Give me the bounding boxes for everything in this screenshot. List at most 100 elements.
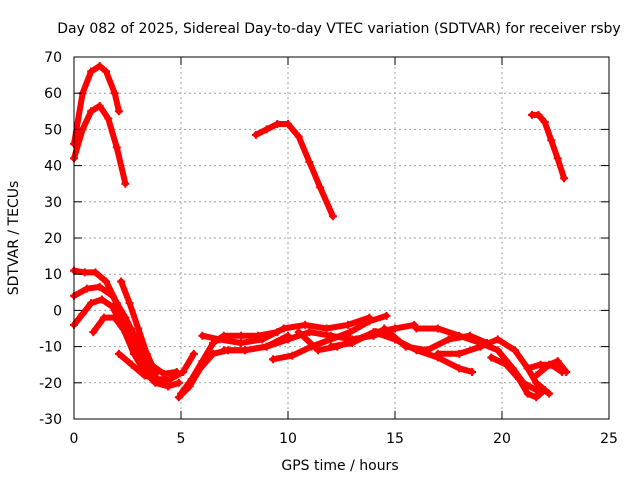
- data-point: [185, 382, 194, 391]
- data-point: [532, 393, 541, 402]
- data-point: [468, 367, 477, 376]
- data-point: [89, 328, 98, 337]
- data-point: [326, 342, 335, 351]
- data-point: [326, 335, 335, 344]
- data-point: [114, 349, 123, 358]
- data-point: [545, 360, 554, 369]
- data-point: [547, 136, 556, 145]
- y-tick-label: -20: [39, 376, 62, 392]
- data-point: [121, 179, 130, 188]
- data-point: [174, 393, 183, 402]
- data-point: [102, 67, 111, 76]
- y-tick-label: 50: [44, 122, 62, 138]
- data-point: [196, 364, 205, 373]
- data-point: [493, 335, 502, 344]
- data-point: [82, 284, 91, 293]
- data-point: [121, 313, 130, 322]
- data-point: [523, 389, 532, 398]
- data-point: [553, 357, 562, 366]
- y-tick-label: -10: [39, 340, 62, 356]
- data-point: [95, 282, 104, 291]
- x-tick-label: 0: [70, 431, 79, 447]
- data-point: [487, 353, 496, 362]
- data-point: [134, 324, 143, 333]
- data-point: [262, 342, 271, 351]
- data-point: [104, 114, 113, 123]
- y-axis-label: SDTVAR / TECUs: [6, 181, 22, 296]
- y-tick-label: 20: [44, 231, 62, 247]
- data-point: [198, 331, 207, 340]
- data-point: [151, 367, 160, 376]
- data-point: [269, 355, 278, 364]
- data-point: [164, 382, 173, 391]
- data-point: [108, 291, 117, 300]
- data-point: [433, 324, 442, 333]
- y-tick-label: 0: [53, 303, 62, 319]
- data-point: [110, 313, 119, 322]
- data-point: [305, 328, 314, 337]
- data-point: [251, 130, 260, 139]
- data-point: [108, 302, 117, 311]
- data-point: [316, 183, 325, 192]
- data-point: [412, 324, 421, 333]
- series-arc-1: [70, 62, 123, 148]
- data-point: [87, 299, 96, 308]
- series-arc-23: [532, 357, 571, 380]
- chart-title: Day 082 of 2025, Sidereal Day-to-day VTE…: [57, 21, 620, 37]
- data-point: [142, 364, 151, 373]
- data-point: [166, 375, 175, 384]
- data-point: [540, 118, 549, 127]
- data-point: [328, 212, 337, 221]
- data-point: [236, 331, 245, 340]
- data-point: [125, 299, 134, 308]
- series-line: [252, 121, 336, 220]
- x-tick-label: 5: [177, 431, 186, 447]
- data-point: [87, 67, 96, 76]
- data-point: [121, 328, 130, 337]
- data-point: [562, 367, 571, 376]
- data-point: [433, 349, 442, 358]
- data-point: [241, 346, 250, 355]
- data-point: [455, 364, 464, 373]
- data-point: [553, 154, 562, 163]
- x-tick-label: 25: [600, 431, 618, 447]
- data-point: [455, 331, 464, 340]
- data-point: [510, 346, 519, 355]
- data-point: [534, 110, 543, 119]
- grid: [74, 57, 609, 419]
- data-point: [502, 360, 511, 369]
- y-tick-label: -30: [39, 412, 62, 428]
- data-point: [189, 349, 198, 358]
- data-point: [343, 320, 352, 329]
- data-point: [236, 338, 245, 347]
- data-point: [284, 119, 292, 128]
- data-point: [219, 346, 228, 355]
- data-point: [540, 386, 549, 395]
- data-point: [95, 62, 104, 71]
- data-point: [117, 277, 126, 286]
- data-point: [153, 375, 162, 384]
- x-tick-label: 15: [386, 431, 404, 447]
- data-point: [391, 324, 399, 333]
- data-point: [545, 389, 554, 398]
- series-line: [529, 111, 568, 182]
- data-point: [305, 157, 314, 166]
- data-point: [423, 346, 432, 355]
- data-point: [132, 346, 141, 355]
- x-tick-label: 10: [279, 431, 297, 447]
- data-point: [140, 371, 149, 380]
- data-point: [112, 143, 121, 152]
- axes: -30 -20 -10 0 10 20 30 40 50 60 70 0 5 10 15 20 25: [39, 50, 618, 447]
- data-point: [380, 324, 389, 333]
- data-point: [209, 349, 218, 358]
- y-tick-label: 10: [44, 267, 62, 283]
- data-point: [313, 346, 322, 355]
- y-tick-label: 70: [44, 50, 62, 66]
- data-point: [142, 349, 151, 358]
- data-point: [91, 268, 100, 277]
- data-point: [322, 324, 331, 333]
- data-point: [365, 317, 374, 326]
- data-point: [127, 360, 136, 369]
- series-arc-4: [527, 110, 569, 183]
